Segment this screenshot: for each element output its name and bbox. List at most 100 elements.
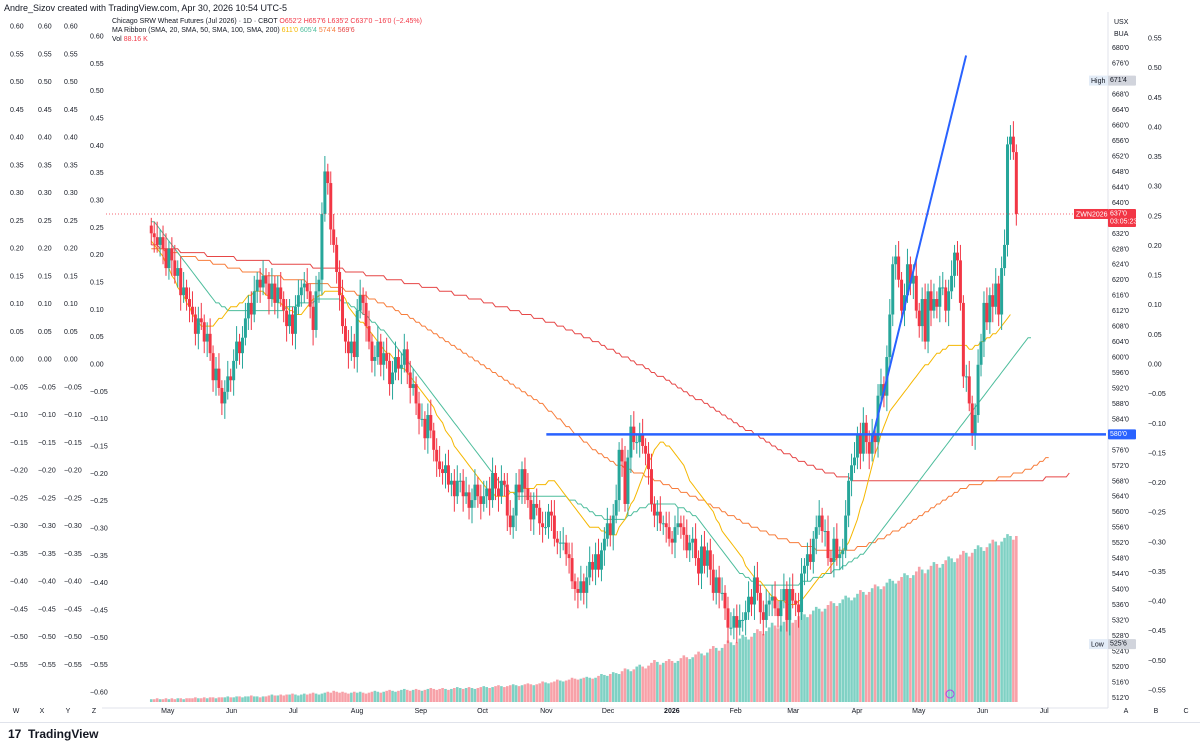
time-axis-month: Sep: [415, 708, 428, 715]
ratio-axis-left-tick-b: 0.50: [38, 79, 52, 86]
candle-body: [391, 372, 395, 385]
candle-body: [523, 469, 527, 489]
volume-bar: [791, 622, 795, 702]
volume-bar: [188, 698, 191, 702]
candle-body: [1011, 136, 1015, 153]
price-axis-tick: 680'0: [1112, 45, 1129, 52]
volume-bar: [700, 653, 703, 702]
candle-body: [1006, 144, 1010, 245]
legend-ma20-value: 611'0: [281, 27, 299, 34]
volume-bar: [417, 689, 421, 702]
volume-bar: [885, 582, 889, 702]
volume-bar: [403, 688, 406, 702]
volume-bar: [167, 699, 171, 702]
candle-body: [567, 554, 571, 559]
volume-bar: [841, 599, 845, 702]
volume-bar: [308, 693, 312, 702]
volume-bar: [232, 697, 235, 702]
candle-body: [629, 426, 633, 458]
volume-bar: [282, 695, 285, 702]
volume-bar: [988, 543, 992, 702]
volume-bar: [423, 689, 427, 702]
volume-bar: [697, 651, 700, 702]
volume-bar: [485, 687, 488, 702]
volume-bar: [744, 636, 747, 702]
candle-body: [641, 434, 645, 446]
ratio-axis-left-tick-a: 0.45: [10, 107, 24, 114]
candle-body: [953, 252, 957, 276]
ratio-axis-inner-tick: 0.20: [90, 252, 104, 259]
ratio-axis-left-tick-b: −0.55: [38, 662, 56, 669]
volume-bar: [979, 547, 983, 702]
volume-bar: [694, 654, 697, 702]
candle-body: [776, 608, 780, 617]
volume-bar: [829, 601, 833, 702]
time-axis-letter: W: [13, 708, 20, 715]
candle-body: [914, 275, 918, 311]
ratio-axis-left-tick-c: −0.40: [64, 579, 82, 586]
candle-body: [229, 376, 233, 381]
candle-body: [190, 306, 194, 315]
candle-body: [944, 287, 948, 311]
price-axis-tick: 524'0: [1112, 648, 1129, 655]
candle-body: [858, 434, 862, 454]
volume-bar: [661, 662, 665, 702]
volume-bar: [435, 689, 438, 702]
candle-body: [408, 372, 412, 388]
candle-body: [667, 527, 671, 539]
candle-body: [673, 527, 677, 543]
legend-symbol-row[interactable]: Chicago SRW Wheat Futures (Jul 2026) · 1…: [112, 17, 422, 26]
candle-body: [785, 589, 789, 620]
tradingview-logo[interactable]: 17 TradingView: [8, 727, 98, 741]
volume-bar: [394, 691, 397, 702]
volume-bar: [870, 588, 874, 702]
volume-bar: [944, 560, 948, 702]
volume-bar: [779, 625, 783, 702]
candle-body: [729, 627, 733, 629]
price-chart[interactable]: USXBUA680'0676'0672'0668'0664'0660'0656'…: [0, 0, 1200, 720]
candle-body: [741, 619, 745, 621]
ratio-axis-inner-tick: −0.60: [90, 690, 108, 697]
volume-bar: [332, 690, 335, 702]
legend-volume-row[interactable]: Vol 88.16 K: [112, 35, 422, 44]
ratio-axis-left-tick-a: 0.55: [10, 51, 24, 58]
volume-bar: [673, 662, 677, 702]
candle-body: [479, 496, 483, 504]
ratio-axis-inner-tick: 0.45: [90, 116, 104, 123]
legend-ma-row[interactable]: MA Ribbon (SMA, 20, SMA, 50, SMA, 100, S…: [112, 26, 422, 35]
time-axis-month: Aug: [351, 708, 364, 715]
candle-body: [1003, 244, 1007, 269]
volume-bar: [505, 686, 509, 702]
volume-bar: [373, 690, 377, 702]
candle-body: [1014, 152, 1018, 214]
candle-body: [285, 310, 289, 327]
volume-bar: [326, 691, 330, 702]
ratio-axis-right-tick: 0.55: [1148, 36, 1162, 43]
volume-bar: [385, 690, 388, 702]
volume-bar: [202, 697, 206, 702]
volume-bar: [965, 552, 968, 702]
price-axis-tick: 520'0: [1112, 664, 1129, 671]
candle-body: [538, 507, 542, 524]
price-axis-tick: 560'0: [1112, 509, 1129, 516]
volume-bar: [158, 699, 162, 702]
candle-body: [838, 554, 842, 559]
volume-bar: [199, 698, 203, 702]
volume-bar: [703, 655, 706, 702]
candle-body: [976, 364, 980, 416]
volume-bar: [761, 633, 765, 702]
ratio-axis-inner-tick: −0.25: [90, 498, 108, 505]
volume-bar: [741, 634, 744, 702]
candle-body: [502, 480, 506, 485]
candle-body: [900, 279, 904, 311]
price-axis-tick: 528'0: [1112, 633, 1129, 640]
volume-bar: [220, 697, 224, 702]
volume-bar: [350, 692, 353, 702]
ratio-axis-inner-tick: 0.55: [90, 61, 104, 68]
candle-body: [576, 589, 580, 593]
volume-bar: [461, 688, 465, 702]
candle-body: [699, 546, 703, 574]
volume-bar: [688, 659, 692, 702]
ratio-axis-right-tick: −0.35: [1148, 569, 1166, 576]
volume-bar: [276, 695, 280, 702]
